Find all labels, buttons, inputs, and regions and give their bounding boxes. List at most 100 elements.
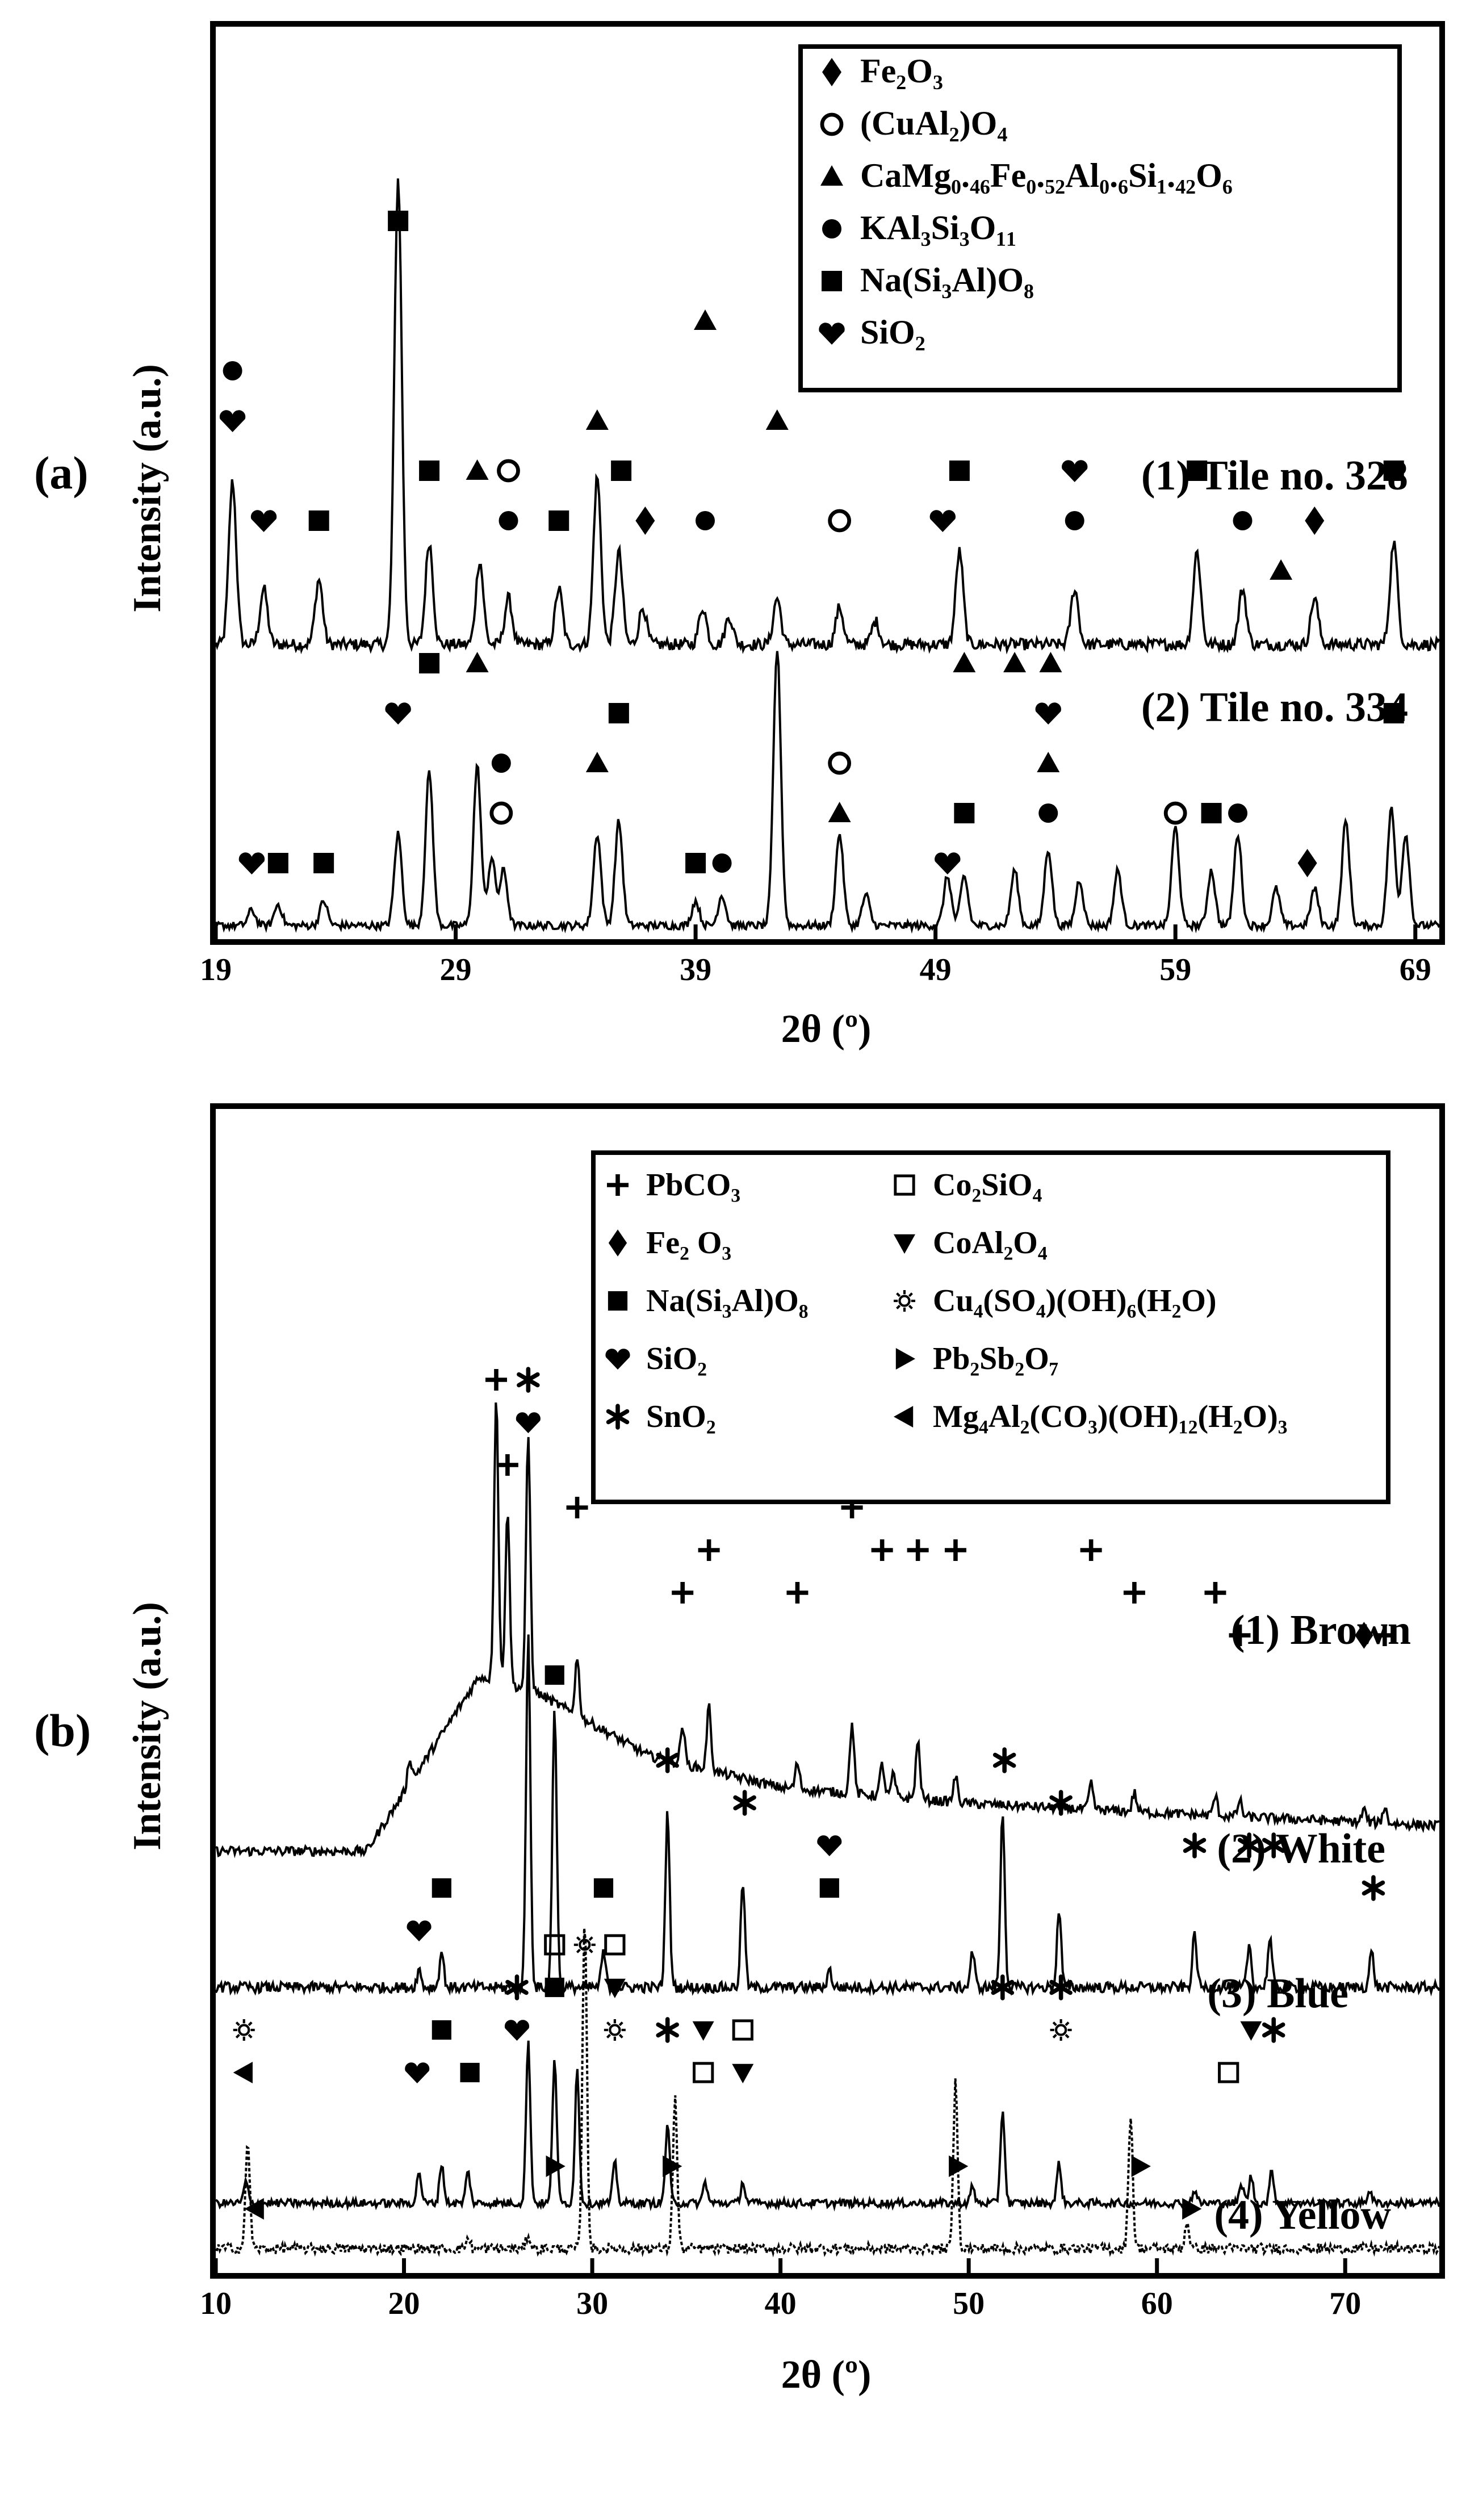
plus-marker	[786, 1582, 809, 1604]
panel-b-x-axis-label: 2θ (º)	[781, 2353, 872, 2397]
triangle-up-marker	[1003, 652, 1027, 672]
diamond-marker	[1297, 849, 1317, 877]
x-tick-label: 39	[680, 952, 711, 987]
series-label-white: (2) White	[1217, 1826, 1385, 1872]
legend-label: (CuAl₂)O₄	[860, 104, 1007, 142]
square-filled-marker	[1187, 461, 1208, 481]
panel-b-phase-markers	[233, 1367, 1396, 2220]
xrd-trace-2	[215, 651, 1440, 934]
legend-label: SiO₂	[646, 1341, 707, 1376]
series-label-yellow: (4) Yellow	[1214, 2192, 1391, 2238]
series-label-blue: (3) Blue	[1207, 1970, 1348, 2017]
x-tick-label: 49	[920, 952, 952, 987]
plus-marker	[1080, 1539, 1102, 1561]
heart-marker	[407, 1920, 432, 1941]
legend-triangle-down-icon	[894, 1234, 915, 1254]
xrd-trace-1	[215, 178, 1440, 655]
legend-square-filled-icon	[822, 271, 842, 291]
panel-b-legend: PbCO₃ Fe₂ O₃ Na(Si₃Al)O₈ SiO₂ SnO₂ Co₂SiO₄ CoA…	[591, 1150, 1390, 1504]
legend-label: Na(Si₃Al)O₈	[860, 261, 1034, 299]
plus-marker	[566, 1497, 588, 1518]
triangle-down-marker	[604, 1978, 626, 1998]
heart-marker	[1035, 702, 1061, 725]
triangle-up-marker	[1039, 652, 1062, 672]
asterisk-marker	[517, 1367, 540, 1393]
plus-marker	[1204, 1582, 1226, 1604]
panel-a-y-axis-label: Intensity (a.u.)	[125, 364, 169, 613]
panel-b-series-labels: (1) Brown (2) White (3) Blue (4) Yellow	[1207, 1607, 1411, 2238]
square-filled-marker	[949, 461, 970, 481]
xrd-trace-2	[215, 1634, 1440, 1997]
panel-b-legend-box	[591, 1150, 1390, 1504]
sun-marker	[573, 1934, 596, 1956]
triangle-right-marker	[1182, 2198, 1202, 2220]
heart-marker	[1062, 460, 1088, 482]
triangle-up-marker	[828, 802, 851, 822]
plus-marker	[496, 1454, 518, 1476]
circle-filled-marker	[491, 754, 511, 773]
asterisk-marker	[992, 1747, 1016, 1773]
heart-marker	[385, 702, 411, 725]
legend-label: Mg₄Al₂(CO₃)(OH)₁₂(H₂O)₃	[933, 1399, 1288, 1434]
triangle-right-marker	[949, 2155, 969, 2177]
panel-a-legend-box	[798, 44, 1402, 392]
plus-marker	[907, 1539, 929, 1561]
panel-a: (a) Intensity (a.u.) 2θ (º) 19 29 39 49 59 69…	[34, 21, 1445, 1051]
asterisk-marker	[991, 1974, 1015, 2000]
asterisk-marker	[505, 1974, 529, 2000]
circle-open-marker	[497, 459, 520, 483]
heart-marker	[817, 1835, 842, 1856]
panel-a-label: (a)	[34, 447, 89, 499]
x-tick-label: 20	[388, 2286, 420, 2321]
asterisk-marker	[1183, 1832, 1207, 1858]
triangle-up-marker	[694, 309, 717, 330]
legend-circle-open-icon	[820, 112, 844, 136]
square-filled-marker	[544, 1977, 564, 1998]
x-tick-label: 30	[576, 2286, 608, 2321]
panel-a-x-ticks: 19 29 39 49 59 69	[200, 924, 1431, 987]
asterisk-marker	[1049, 1974, 1073, 2000]
square-filled-marker	[1383, 461, 1404, 481]
x-tick-label: 70	[1329, 2286, 1361, 2321]
square-open-marker	[544, 1934, 566, 1956]
square-filled-marker	[611, 461, 632, 481]
legend-label: SnO₂	[646, 1399, 716, 1434]
square-open-marker	[693, 2062, 714, 2083]
triangle-down-marker	[692, 2021, 714, 2041]
diamond-marker	[1305, 506, 1325, 535]
panel-a-series-labels: (1) Tile no. 328 (2) Tile no. 334	[1141, 453, 1408, 731]
legend-plus-icon	[607, 1174, 629, 1196]
legend-label: CoAl₂O₄	[933, 1225, 1048, 1261]
square-filled-marker	[388, 211, 409, 231]
x-tick-label: 40	[765, 2286, 797, 2321]
legend-triangle-right-icon	[895, 1348, 915, 1370]
circle-filled-marker	[499, 511, 518, 530]
panel-a-plot-frame	[210, 21, 1445, 945]
legend-asterisk-icon	[606, 1404, 630, 1430]
legend-label: Co₂SiO₄	[933, 1167, 1042, 1203]
legend-label: PbCO₃	[646, 1167, 740, 1203]
square-filled-marker	[593, 1878, 614, 1898]
sun-marker	[1050, 2019, 1072, 2041]
circle-open-marker	[828, 751, 852, 775]
square-filled-marker	[432, 1878, 451, 1898]
legend-label: KAl₃Si₃O₁₁	[860, 209, 1016, 246]
sun-marker	[233, 2019, 255, 2041]
heart-marker	[516, 1412, 541, 1433]
heart-marker	[219, 410, 246, 432]
legend-circle-filled-icon	[822, 219, 841, 238]
heart-marker	[929, 510, 956, 532]
square-open-marker	[1218, 2062, 1239, 2083]
legend-sun-icon	[894, 1290, 915, 1312]
series-label-tile-334: (2) Tile no. 334	[1141, 684, 1408, 731]
triangle-right-marker	[1131, 2155, 1151, 2177]
square-filled-marker	[313, 853, 334, 873]
plus-marker	[871, 1539, 893, 1561]
x-tick-label: 19	[200, 952, 232, 987]
xrd-trace-1	[215, 1402, 1440, 1858]
square-filled-marker	[544, 1665, 564, 1685]
square-filled-marker	[419, 653, 440, 673]
square-filled-marker	[267, 853, 288, 873]
legend-heart-icon	[605, 1349, 630, 1370]
